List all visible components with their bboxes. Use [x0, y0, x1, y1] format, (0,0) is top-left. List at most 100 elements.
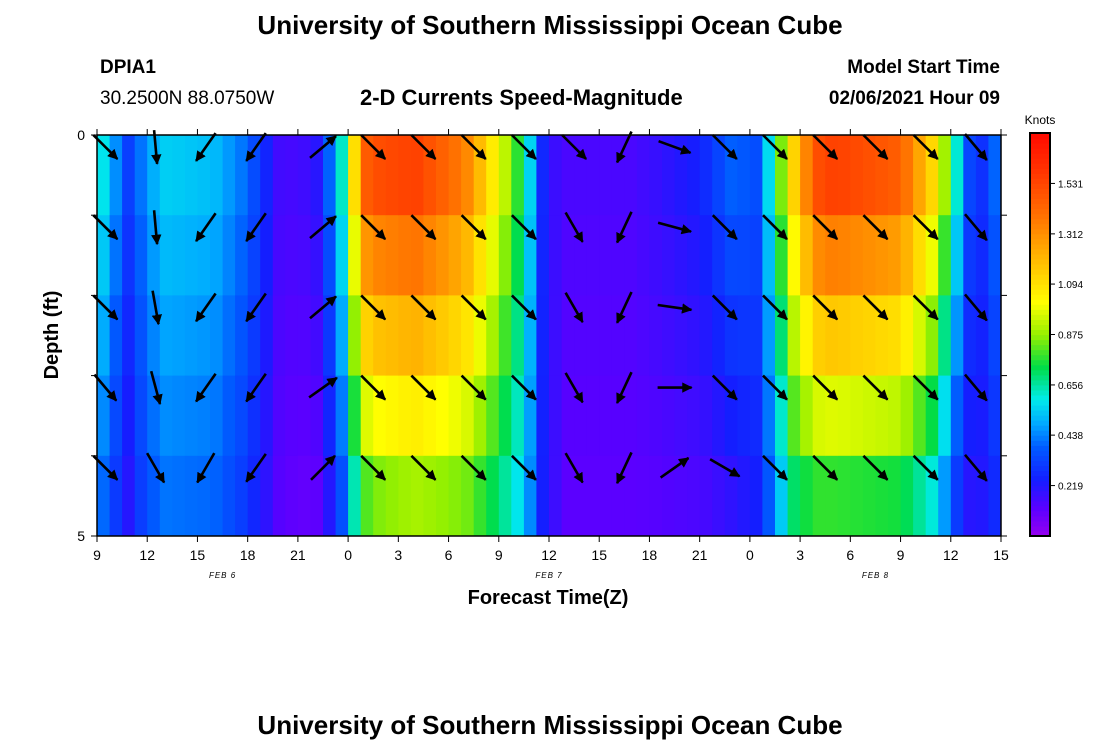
heatmap-cell: [385, 215, 399, 296]
colorbar-label: 1.312: [1058, 230, 1083, 241]
current-vector: [151, 210, 162, 246]
heatmap-cell: [197, 455, 211, 537]
heatmap-cell: [975, 135, 989, 216]
heatmap-cell: [775, 455, 789, 537]
heatmap-cell: [410, 295, 424, 377]
current-vector: [410, 214, 437, 241]
heatmap-cell: [662, 455, 676, 537]
current-vector: [460, 294, 487, 321]
heatmap-cell: [473, 295, 487, 377]
heatmap-cell: [385, 295, 399, 377]
heatmap-cell: [536, 295, 550, 377]
heatmap-cell: [850, 135, 864, 216]
heatmap-cell: [712, 215, 726, 296]
heatmap-cell: [800, 455, 814, 537]
colorbar-segment: [1030, 510, 1050, 517]
heatmap-cell: [134, 455, 148, 537]
heatmap-cell: [850, 455, 864, 537]
x-tick-label: 12: [943, 547, 959, 563]
heatmap-cell: [272, 455, 286, 537]
heatmap-cell: [900, 375, 914, 457]
heatmap-cell: [687, 135, 701, 216]
current-vector: [762, 134, 788, 160]
heatmap-cell: [109, 295, 123, 377]
heatmap-cell: [988, 295, 1002, 377]
colorbar-segment: [1030, 178, 1050, 184]
current-vector: [711, 374, 738, 401]
heatmap-cell: [749, 215, 763, 296]
heatmap-cell: [197, 135, 211, 216]
colorbar-label: 0.219: [1058, 482, 1083, 493]
heatmap-cell: [398, 295, 412, 377]
heatmap-cell: [888, 215, 902, 296]
heatmap-cell: [762, 135, 776, 216]
heatmap-cell: [172, 295, 186, 377]
heatmap-cell: [511, 375, 525, 457]
heatmap-cell: [172, 215, 186, 296]
heatmap-cell: [323, 215, 337, 296]
heatmap-cell: [297, 375, 311, 457]
current-vector: [711, 214, 738, 241]
colorbar-segment: [1030, 314, 1050, 320]
heatmap-cell: [297, 135, 311, 216]
heatmap-cell: [109, 135, 123, 216]
heatmap-cell: [373, 455, 387, 537]
heatmap-cell: [511, 215, 525, 296]
heatmap-cell: [461, 375, 475, 457]
colorbar-segment: [1030, 465, 1050, 472]
heatmap-cell: [222, 375, 236, 457]
heatmap-cell: [486, 215, 500, 296]
heatmap-cell: [888, 135, 902, 216]
heatmap-cell: [938, 375, 952, 457]
heatmap-cell: [636, 295, 650, 377]
heatmap-cell: [624, 135, 638, 216]
heatmap-cells: [97, 135, 1002, 537]
current-vector: [762, 454, 788, 481]
colorbar: Knots 1.531 1.312 1.094 0.875 0.656 0.438 0.219: [1025, 113, 1083, 537]
colorbar-segment: [1030, 188, 1050, 194]
colorbar-segment: [1030, 349, 1050, 356]
heatmap-cell: [122, 375, 136, 457]
heatmap-cell: [210, 455, 224, 537]
heatmap-cell: [335, 375, 349, 457]
heatmap-cell: [473, 455, 487, 537]
current-vector: [149, 370, 163, 406]
heatmap-cell: [360, 455, 374, 537]
heatmap-cell: [925, 375, 939, 457]
colorbar-segment: [1030, 531, 1050, 537]
heatmap-cell: [335, 295, 349, 377]
heatmap-cell: [285, 215, 299, 296]
colorbar-segment: [1030, 415, 1050, 421]
heatmap-cell: [523, 135, 537, 216]
heatmap-cell: [762, 455, 776, 537]
current-vector: [711, 134, 738, 160]
heatmap-cell: [147, 455, 161, 537]
heatmap-cell: [649, 215, 663, 296]
colorbar-segment: [1030, 143, 1050, 149]
heatmap-cell: [938, 455, 952, 537]
x-tick-label: 15: [190, 547, 206, 563]
heatmap-cell: [134, 375, 148, 457]
heatmap-cell: [812, 455, 826, 537]
heatmap-cell: [724, 295, 738, 377]
heatmap-cell: [737, 455, 751, 537]
heatmap-cell: [398, 375, 412, 457]
heatmap-cell: [662, 135, 676, 216]
heatmap-cell: [348, 215, 362, 296]
heatmap-cell: [147, 295, 161, 377]
heatmap-cell: [197, 215, 211, 296]
heatmap-cell: [210, 295, 224, 377]
heatmap-cell: [448, 455, 462, 537]
current-vector: [308, 376, 338, 399]
heatmap-cell: [235, 135, 249, 216]
heatmap-cell: [699, 375, 713, 457]
colorbar-segment: [1030, 203, 1050, 210]
heatmap-cell: [787, 135, 801, 216]
colorbar-segment: [1030, 389, 1050, 396]
current-vector: [964, 133, 988, 161]
colorbar-segment: [1030, 213, 1050, 220]
station-id: DPIA1: [100, 57, 156, 78]
heatmap-cell: [486, 135, 500, 216]
colorbar-segment: [1030, 238, 1050, 245]
